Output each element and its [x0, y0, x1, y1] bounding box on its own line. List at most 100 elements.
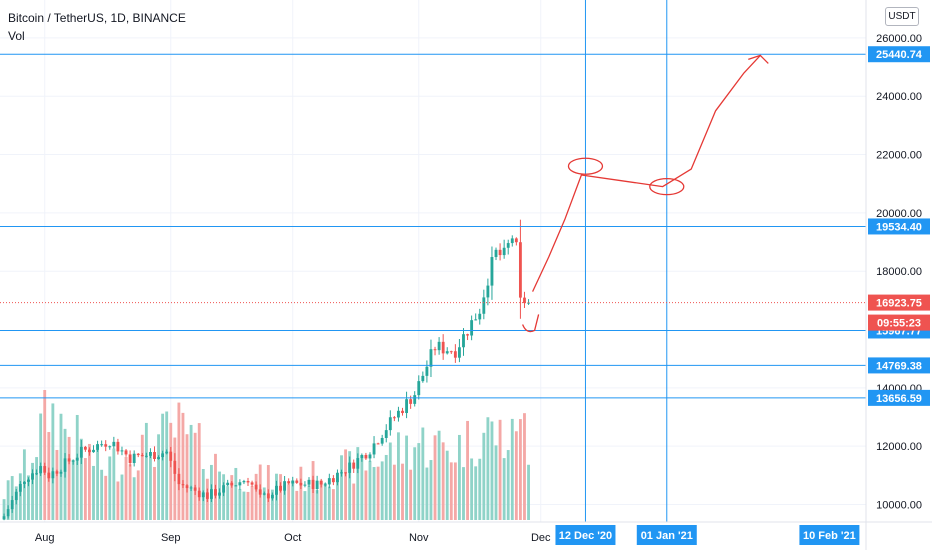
- candle-body: [486, 285, 490, 298]
- volume-bar: [287, 484, 291, 520]
- symbol-title[interactable]: Bitcoin / TetherUS, 1D, BINANCE: [8, 11, 186, 25]
- hand-drawn-projection[interactable]: [532, 54, 761, 292]
- candle-body: [22, 481, 26, 484]
- bar-countdown-label[interactable]: 09:55:23: [877, 318, 921, 330]
- currency-button[interactable]: USDT: [885, 7, 919, 26]
- candle-body: [124, 450, 128, 455]
- volume-bar: [140, 434, 144, 520]
- time-tick-label: Nov: [409, 532, 429, 544]
- candle-body: [2, 516, 6, 519]
- price-tick-label: 18000.00: [876, 266, 922, 278]
- candle-body: [275, 485, 278, 495]
- volume-bar: [319, 480, 323, 520]
- candle-body: [449, 351, 453, 353]
- vertical-line-date-label-bg: [636, 525, 697, 545]
- candle-body: [197, 490, 201, 498]
- candle-body: [79, 446, 83, 458]
- volume-bar: [104, 475, 108, 520]
- candle-body: [254, 484, 258, 490]
- candle-body: [242, 481, 246, 483]
- volume-bar: [413, 447, 417, 520]
- candle-body: [360, 454, 364, 459]
- candle-body: [39, 466, 43, 474]
- level-price-label[interactable]: 25440.74: [876, 49, 923, 61]
- level-price-label-bg: [868, 46, 930, 63]
- price-tick-label: 26000.00: [876, 33, 922, 45]
- candle-body: [165, 451, 169, 454]
- hand-drawn-arrowhead[interactable]: [748, 54, 769, 64]
- volume-bar: [453, 462, 457, 520]
- candle-body: [384, 430, 388, 438]
- candle-body: [51, 471, 55, 479]
- volume-bar: [246, 491, 250, 520]
- volume-bar: [2, 499, 6, 520]
- level-price-label[interactable]: 13656.59: [876, 393, 922, 405]
- candle-body: [96, 444, 100, 450]
- date-label[interactable]: 10 Feb '21: [803, 530, 856, 542]
- volume-indicator-label[interactable]: Vol: [8, 29, 25, 43]
- candle-body: [315, 480, 319, 489]
- volume-bar: [291, 480, 295, 520]
- volume-bar: [429, 460, 433, 520]
- candle-body: [458, 347, 461, 358]
- candle-body: [250, 482, 254, 485]
- volume-bar: [144, 422, 148, 520]
- volume-bar: [96, 443, 100, 520]
- candle-body: [140, 455, 144, 457]
- volume-bar: [478, 458, 482, 520]
- volume-bar: [514, 431, 518, 520]
- volume-bar: [437, 430, 441, 520]
- candle-body: [441, 341, 445, 354]
- vertical-line-date-label[interactable]: 01 Jan '21: [641, 530, 693, 542]
- volume-bar: [352, 483, 356, 520]
- volume-bar: [368, 460, 372, 520]
- volume-bar: [161, 413, 165, 520]
- volume-bar: [433, 435, 437, 520]
- candle-body: [153, 452, 156, 460]
- candle-body: [100, 444, 104, 446]
- hand-drawn-hook[interactable]: [522, 314, 540, 333]
- volume-bar: [222, 474, 226, 520]
- candle-body: [108, 446, 112, 448]
- current-price-label-bg: [868, 294, 930, 311]
- volume-bar: [75, 414, 79, 520]
- candle-body: [92, 449, 95, 453]
- volume-bar: [441, 442, 445, 520]
- candle-body: [409, 399, 413, 404]
- volume-bar: [421, 427, 425, 520]
- volume-bar: [364, 470, 368, 520]
- hand-drawn-ellipse[interactable]: [649, 177, 685, 196]
- candle-body: [161, 453, 165, 458]
- hand-drawn-ellipse[interactable]: [567, 157, 604, 175]
- current-price-label[interactable]: 16923.75: [876, 298, 922, 310]
- candle-body: [287, 481, 291, 484]
- candle-body: [136, 453, 140, 456]
- time-tick-label: Aug: [35, 532, 55, 544]
- candle-body: [307, 479, 311, 485]
- volume-bar: [449, 462, 453, 520]
- price-tick-label: 24000.00: [876, 91, 922, 103]
- volume-bar: [262, 487, 266, 520]
- volume-bar: [470, 458, 474, 520]
- candle-body: [348, 462, 352, 473]
- candle-body: [433, 349, 437, 351]
- candle-body: [181, 484, 185, 486]
- volume-bar: [6, 480, 10, 520]
- candle-body: [437, 341, 441, 351]
- volume-bar: [18, 473, 22, 520]
- volume-bar: [405, 435, 408, 520]
- level-price-label[interactable]: 19534.40: [876, 221, 922, 233]
- volume-bar: [331, 489, 335, 520]
- candle-body: [336, 472, 339, 483]
- candle-body: [88, 449, 91, 453]
- level-price-label[interactable]: 14769.38: [876, 360, 922, 372]
- vertical-line-date-label[interactable]: 12 Dec '20: [559, 530, 612, 542]
- volume-bar: [486, 417, 490, 520]
- volume-bar: [474, 466, 478, 520]
- candle-body: [27, 479, 30, 482]
- volume-bar: [340, 455, 343, 520]
- candle-body: [104, 444, 108, 447]
- price-tick-label: 12000.00: [876, 441, 922, 453]
- volume-bar: [112, 448, 116, 520]
